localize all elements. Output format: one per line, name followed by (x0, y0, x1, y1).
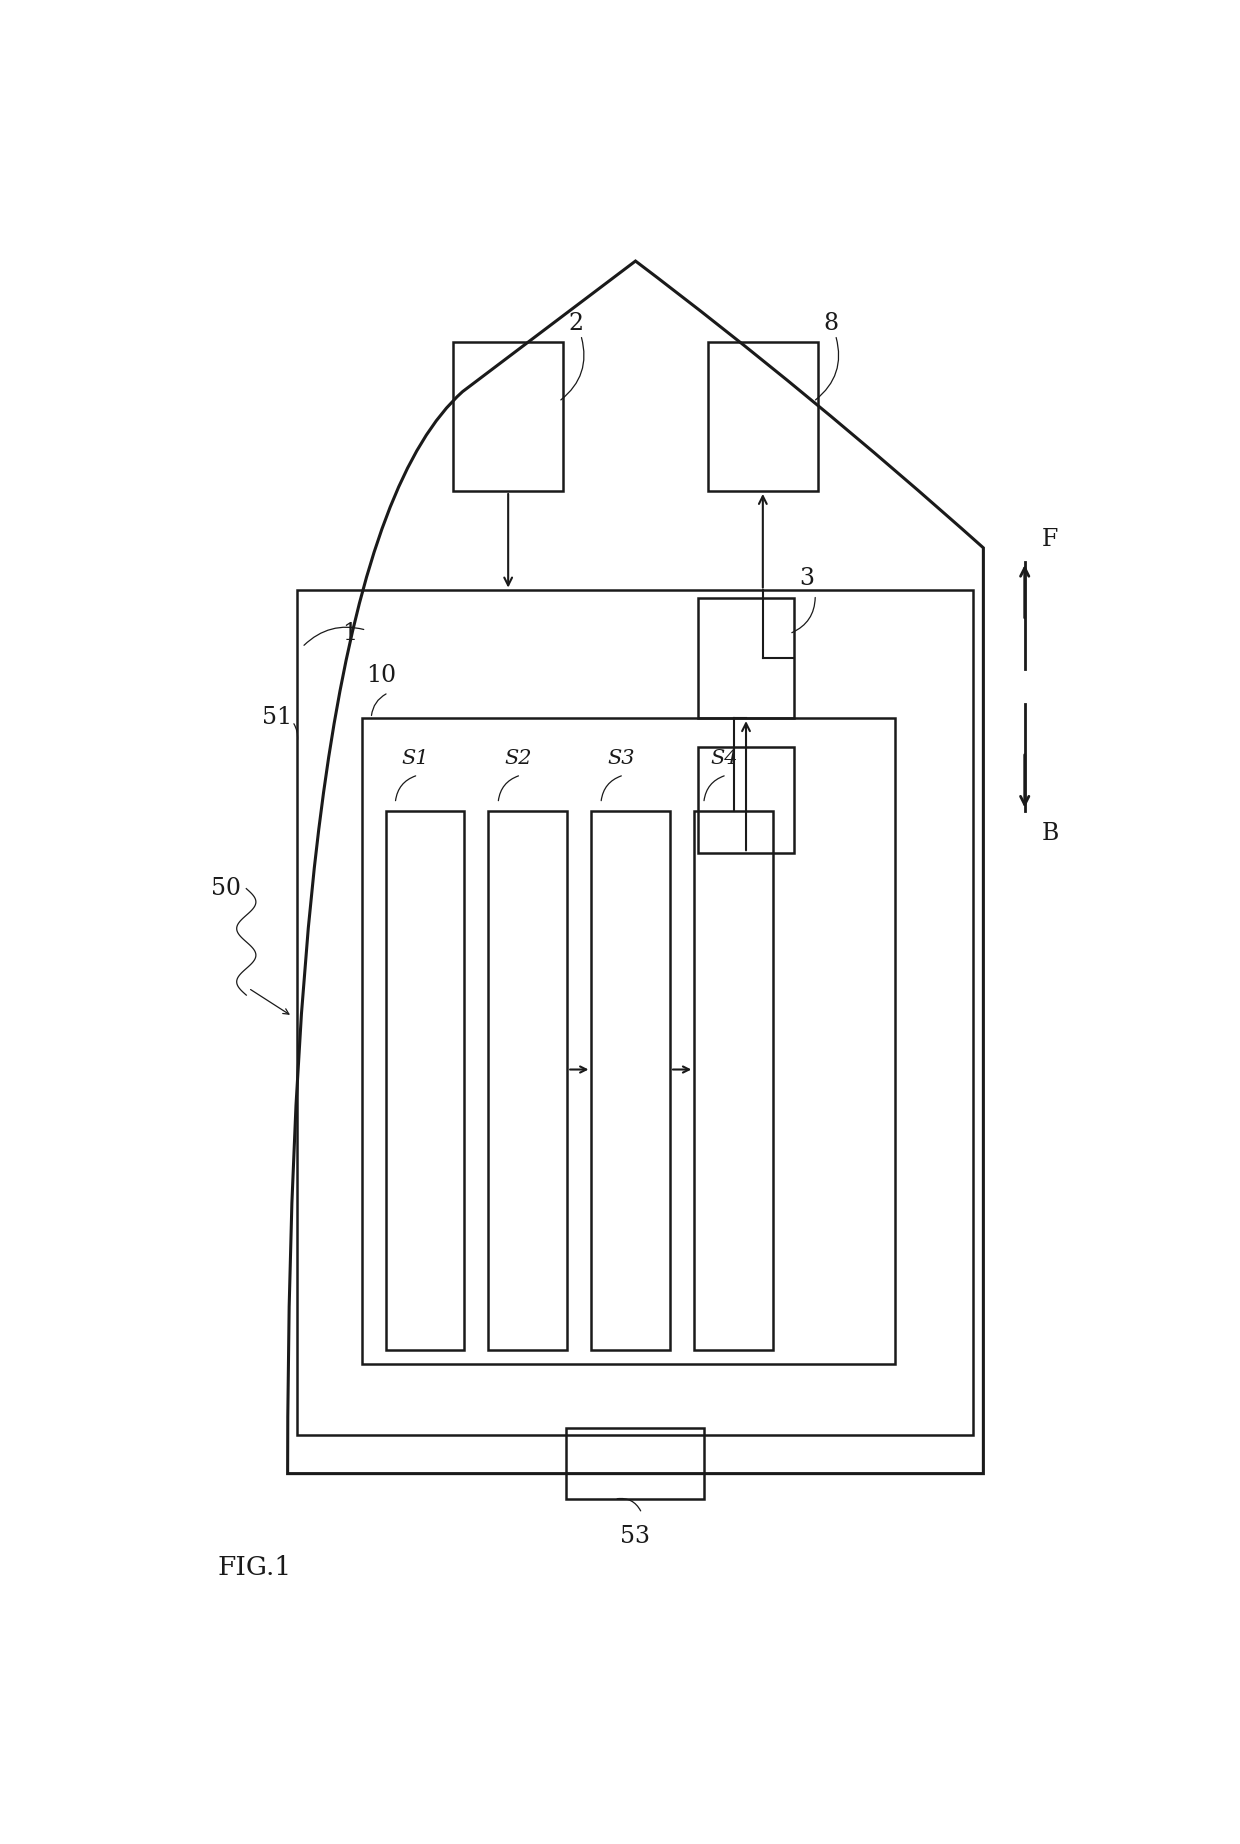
Text: 1: 1 (342, 621, 357, 645)
Bar (698, 747, 794, 854)
Bar (708, 341, 818, 491)
Bar (698, 597, 794, 717)
Bar (591, 811, 670, 1350)
Bar (567, 1427, 704, 1499)
Bar (453, 341, 563, 491)
Text: 8: 8 (823, 312, 838, 336)
Text: S1: S1 (402, 749, 429, 767)
Text: S3: S3 (608, 749, 635, 767)
Text: S4: S4 (711, 749, 738, 767)
Text: 2: 2 (568, 312, 583, 336)
Bar (386, 811, 465, 1350)
Text: FIG.1: FIG.1 (217, 1554, 291, 1580)
Bar (489, 811, 567, 1350)
Text: 53: 53 (620, 1525, 650, 1547)
Text: S2: S2 (505, 749, 532, 767)
Text: 10: 10 (367, 664, 397, 688)
Bar (298, 590, 973, 1435)
Text: F: F (1042, 527, 1059, 551)
Text: 50: 50 (212, 878, 242, 900)
Text: B: B (1042, 822, 1059, 845)
Bar (694, 811, 773, 1350)
Text: 51: 51 (263, 706, 293, 728)
Text: 3: 3 (799, 568, 813, 590)
Bar (362, 717, 895, 1365)
